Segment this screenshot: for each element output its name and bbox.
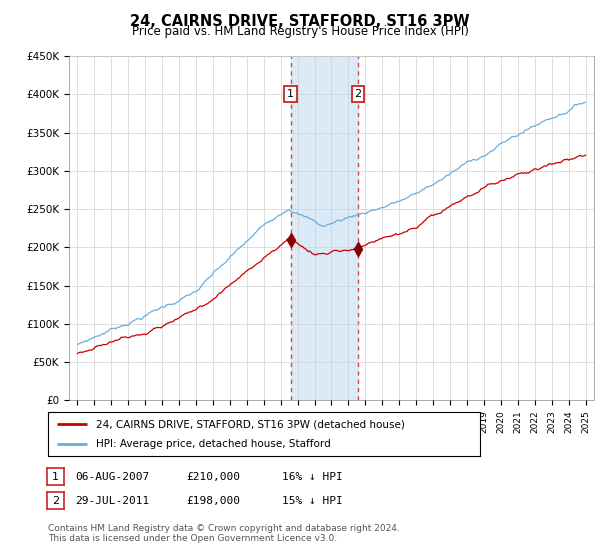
Text: Price paid vs. HM Land Registry's House Price Index (HPI): Price paid vs. HM Land Registry's House … — [131, 25, 469, 38]
Text: Contains HM Land Registry data © Crown copyright and database right 2024.
This d: Contains HM Land Registry data © Crown c… — [48, 524, 400, 543]
Text: £210,000: £210,000 — [186, 472, 240, 482]
Text: 06-AUG-2007: 06-AUG-2007 — [75, 472, 149, 482]
Text: 2: 2 — [52, 496, 59, 506]
Bar — [290, 56, 358, 400]
Text: 16% ↓ HPI: 16% ↓ HPI — [282, 472, 343, 482]
Text: 2: 2 — [355, 89, 362, 99]
Text: 1: 1 — [52, 472, 59, 482]
Text: 24, CAIRNS DRIVE, STAFFORD, ST16 3PW: 24, CAIRNS DRIVE, STAFFORD, ST16 3PW — [130, 14, 470, 29]
Text: 24, CAIRNS DRIVE, STAFFORD, ST16 3PW (detached house): 24, CAIRNS DRIVE, STAFFORD, ST16 3PW (de… — [95, 419, 404, 429]
Text: 29-JUL-2011: 29-JUL-2011 — [75, 496, 149, 506]
Text: £198,000: £198,000 — [186, 496, 240, 506]
Text: HPI: Average price, detached house, Stafford: HPI: Average price, detached house, Staf… — [95, 439, 330, 449]
Text: 15% ↓ HPI: 15% ↓ HPI — [282, 496, 343, 506]
Text: 1: 1 — [287, 89, 294, 99]
